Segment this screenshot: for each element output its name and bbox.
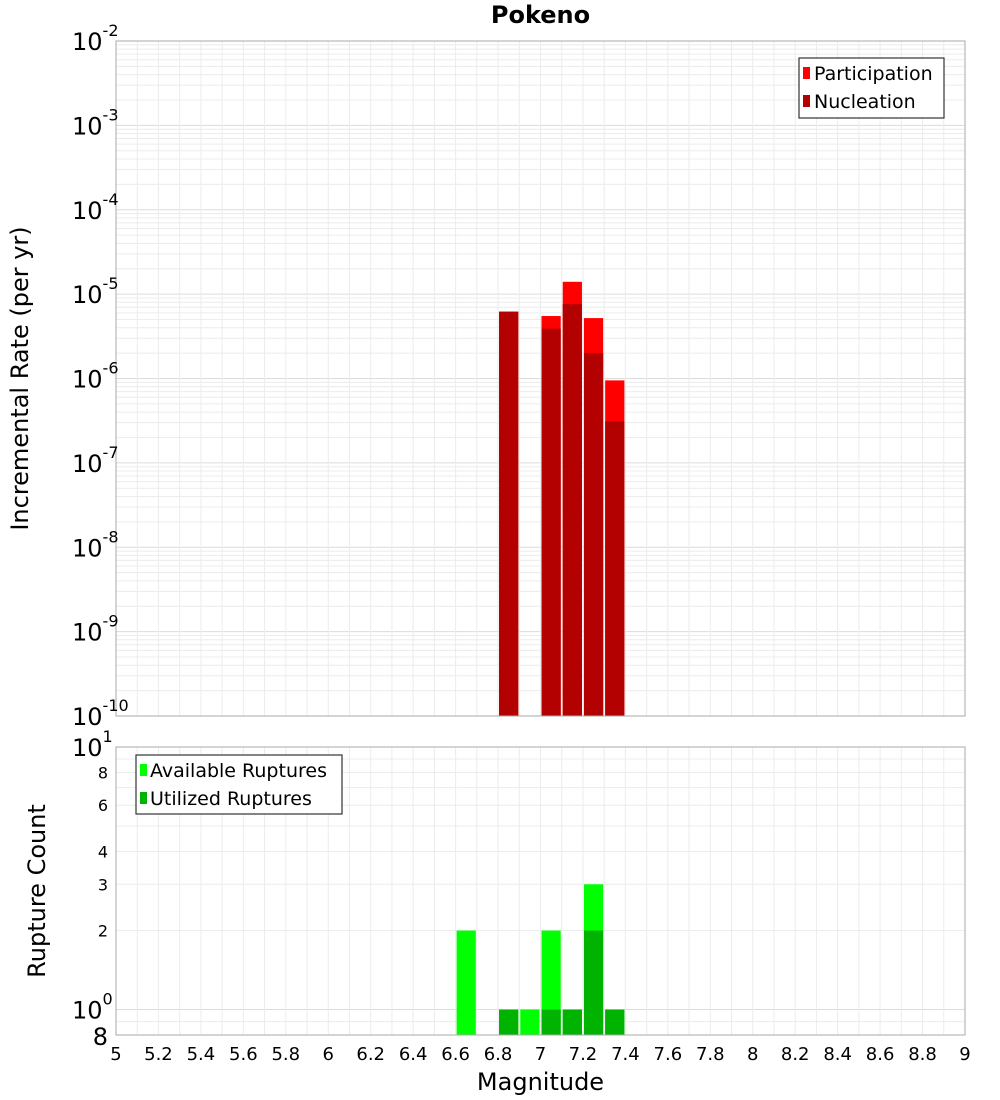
bottom-y-major-tick-label: 101 bbox=[72, 727, 113, 762]
x-tick-label: 5.8 bbox=[271, 1044, 300, 1065]
bottom-plot-border bbox=[115, 746, 966, 1036]
utilized-ruptures-bar bbox=[499, 1009, 519, 1035]
nucleation-bar bbox=[499, 311, 519, 716]
utilized-ruptures-bar bbox=[605, 1009, 625, 1035]
top-y-tick-label: 10-2 bbox=[72, 21, 119, 56]
x-tick-label: 8.8 bbox=[908, 1044, 937, 1065]
x-tick-label: 6.2 bbox=[356, 1044, 385, 1065]
x-tick-label: 6.6 bbox=[441, 1044, 470, 1065]
utilized-ruptures-bar bbox=[541, 1009, 561, 1035]
legend-label-nucleation: Nucleation bbox=[814, 91, 916, 113]
top-y-axis-label: Incremental Rate (per yr) bbox=[6, 226, 34, 530]
x-tick-label: 5.6 bbox=[229, 1044, 258, 1065]
x-axis-label: Magnitude bbox=[477, 1068, 604, 1096]
bottom-y-axis-label: Rupture Count bbox=[23, 804, 51, 978]
legend-swatch-nucleation bbox=[803, 95, 810, 107]
legend-label-utilized-ruptures: Utilized Ruptures bbox=[150, 788, 312, 810]
x-tick-label: 6 bbox=[323, 1044, 334, 1065]
available-ruptures-bar bbox=[541, 930, 561, 1035]
top-plot-border bbox=[115, 40, 966, 717]
x-tick-label: 7.8 bbox=[696, 1044, 725, 1065]
x-tick-label: 7.2 bbox=[569, 1044, 598, 1065]
legend-label-available-ruptures: Available Ruptures bbox=[150, 760, 327, 782]
utilized-ruptures-bar bbox=[562, 1009, 582, 1035]
x-tick-label: 7 bbox=[535, 1044, 546, 1065]
bottom-legend: Available Ruptures Utilized Ruptures bbox=[135, 754, 343, 815]
nucleation-bar bbox=[605, 421, 625, 716]
nucleation-bar bbox=[541, 328, 561, 716]
x-tick-label: 8 bbox=[747, 1044, 758, 1065]
top-y-tick-label: 10-4 bbox=[72, 190, 119, 225]
bottom-y-minor-tick-label: 6 bbox=[98, 796, 108, 815]
available-ruptures-bar bbox=[456, 930, 476, 1035]
top-y-tick-label: 10-8 bbox=[72, 527, 119, 562]
x-tick-label: 5 bbox=[110, 1044, 121, 1065]
x-tick-label: 8.2 bbox=[781, 1044, 810, 1065]
x-tick-label: 7.6 bbox=[654, 1044, 683, 1065]
top-y-tick-label: 10-6 bbox=[72, 359, 119, 394]
bottom-y-minor-tick-label: 8 bbox=[93, 1023, 108, 1051]
legend-swatch-available-ruptures bbox=[140, 764, 147, 776]
legend-swatch-participation bbox=[803, 67, 810, 79]
top-gridlines bbox=[115, 41, 966, 717]
available-ruptures-bar bbox=[520, 1009, 540, 1035]
legend-label-participation: Participation bbox=[814, 63, 933, 85]
x-tick-label: 7.4 bbox=[611, 1044, 640, 1065]
legend-swatch-utilized-ruptures bbox=[140, 792, 147, 804]
top-y-tick-label: 10-7 bbox=[72, 443, 119, 478]
nucleation-bar bbox=[583, 353, 604, 716]
x-tick-label: 8.4 bbox=[823, 1044, 852, 1065]
nucleation-bar bbox=[562, 304, 582, 716]
bottom-y-minor-tick-label: 8 bbox=[98, 763, 108, 782]
utilized-ruptures-bar bbox=[583, 930, 604, 1035]
x-tick-label: 9 bbox=[959, 1044, 970, 1065]
top-y-tick-label: 10-9 bbox=[72, 612, 119, 647]
x-tick-label: 6.4 bbox=[399, 1044, 428, 1065]
top-legend: Participation Nucleation bbox=[798, 57, 945, 119]
top-series-nucleation bbox=[499, 304, 625, 716]
bottom-y-minor-tick-label: 4 bbox=[98, 842, 108, 861]
top-legend-box bbox=[798, 57, 945, 119]
x-tick-label: 5.2 bbox=[144, 1044, 173, 1065]
bottom-y-minor-tick-label: 2 bbox=[98, 922, 108, 941]
top-y-tick-label: 10-3 bbox=[72, 105, 119, 140]
bottom-y-major-tick-label: 100 bbox=[72, 990, 113, 1025]
bottom-legend-box bbox=[135, 754, 343, 815]
chart-title: Pokeno bbox=[491, 1, 590, 29]
x-tick-label: 6.8 bbox=[484, 1044, 513, 1065]
top-panel: Pokeno 10-2 10-3 10-4 10-5 10-6 10-7 10-8 10-9 10… bbox=[6, 1, 966, 731]
x-tick-label: 5.4 bbox=[187, 1044, 216, 1065]
top-y-tick-label: 10-5 bbox=[72, 274, 119, 309]
bottom-series-utilized-ruptures bbox=[499, 930, 625, 1035]
bottom-y-minor-tick-label: 3 bbox=[98, 875, 108, 894]
x-tick-label: 8.6 bbox=[866, 1044, 895, 1065]
top-y-tick-label: 10-10 bbox=[72, 696, 129, 731]
